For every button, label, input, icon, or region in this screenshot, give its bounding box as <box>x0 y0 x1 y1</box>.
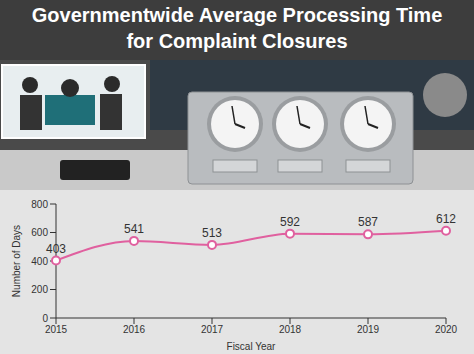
svg-text:2017: 2017 <box>201 324 224 335</box>
svg-text:800: 800 <box>31 199 48 210</box>
svg-text:Number of Days: Number of Days <box>11 225 22 297</box>
svg-text:2015: 2015 <box>45 324 68 335</box>
svg-text:2019: 2019 <box>357 324 380 335</box>
svg-text:0: 0 <box>42 313 48 324</box>
svg-text:541: 541 <box>124 222 144 236</box>
svg-text:513: 513 <box>202 226 222 240</box>
svg-text:587: 587 <box>358 215 378 229</box>
svg-text:400: 400 <box>31 256 48 267</box>
html-text:Governmentwide Average Process: Governmentwide Average Processing Time f… <box>31 4 443 52</box>
svg-text:Fiscal Year: Fiscal Year <box>227 341 277 352</box>
svg-text:2020: 2020 <box>435 324 458 335</box>
svg-text:592: 592 <box>280 215 300 229</box>
svg-text:403: 403 <box>46 242 66 256</box>
svg-text:2016: 2016 <box>123 324 146 335</box>
svg-text:600: 600 <box>31 227 48 238</box>
svg-text:2018: 2018 <box>279 324 302 335</box>
svg-text:200: 200 <box>31 284 48 295</box>
svg-text:612: 612 <box>436 212 456 226</box>
